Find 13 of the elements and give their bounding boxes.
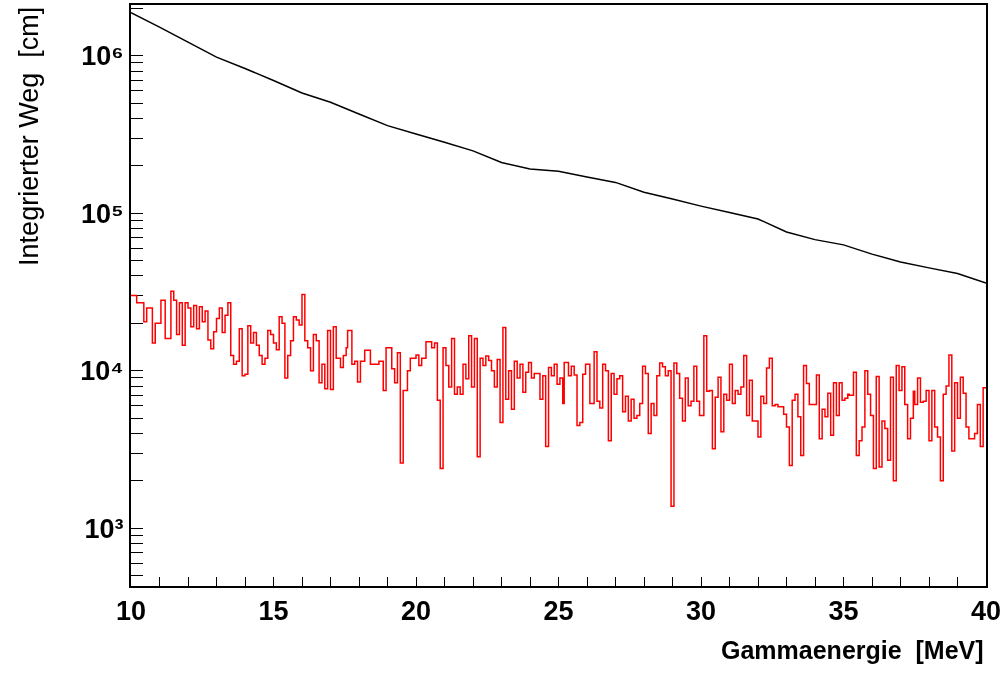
x-tick-label: 15 <box>258 596 289 627</box>
y-tick-label: 10³ <box>84 513 124 544</box>
x-tick-label: 10 <box>115 596 147 627</box>
x-tick-label: 30 <box>685 596 717 627</box>
x-tick-label: 40 <box>970 596 1002 627</box>
y-axis-title: Integrierter Weg [cm] <box>13 6 44 266</box>
y-tick-label: 10⁵ <box>80 198 124 229</box>
x-axis-title: Gammaenergie [MeV] <box>721 636 984 664</box>
x-tick-label: 25 <box>543 596 574 627</box>
x-tick-label: 35 <box>828 596 859 627</box>
y-tick-label: 10⁴ <box>80 356 124 387</box>
x-tick-label: 20 <box>400 596 432 627</box>
y-tick-label: 10⁶ <box>81 41 124 72</box>
